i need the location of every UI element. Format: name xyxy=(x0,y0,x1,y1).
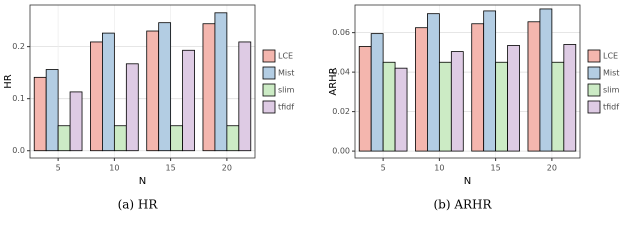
y-tick-label: 0.04 xyxy=(332,68,350,77)
bar xyxy=(358,46,372,152)
plot-border xyxy=(29,4,256,159)
plot-border xyxy=(354,4,581,159)
y-tick-label: 0.2 xyxy=(12,42,25,51)
bar xyxy=(182,49,195,152)
bar xyxy=(125,63,139,152)
bar xyxy=(202,23,216,152)
bar xyxy=(438,61,452,152)
y-tick-label: 0.06 xyxy=(332,28,350,37)
legend-label: LCE xyxy=(603,52,618,61)
y-axis-title: ARHR xyxy=(328,67,339,95)
x-tick-label: 5 xyxy=(56,164,61,173)
bar xyxy=(90,41,103,152)
y-tick-label: 0.02 xyxy=(332,107,350,116)
legend-label: LCE xyxy=(278,52,293,61)
x-tick-label: 10 xyxy=(434,164,444,173)
bar xyxy=(33,76,47,152)
legend-label: tfidf xyxy=(278,103,294,112)
bar xyxy=(527,21,541,152)
legend-swatch xyxy=(262,49,276,63)
x-tick-label: 20 xyxy=(222,164,232,173)
y-tick-label: 0.1 xyxy=(12,94,25,103)
bar xyxy=(69,91,83,152)
bar xyxy=(170,125,183,152)
caption: (a) HR xyxy=(118,198,159,212)
x-tick-label: 10 xyxy=(109,164,119,173)
legend-label: tfidf xyxy=(603,103,619,112)
bar xyxy=(238,41,252,152)
page: {"chart_data": [ {"type": "bar", "captio… xyxy=(3,4,620,212)
legend-swatch xyxy=(587,49,601,63)
bar xyxy=(427,13,440,152)
legend-label: slim xyxy=(278,86,295,95)
y-tick-label: 0.0 xyxy=(12,146,25,155)
bar xyxy=(539,8,553,152)
bar xyxy=(450,51,464,152)
figure: 0.0 0.1 0.2 5 10 15 20 N HR LCE Mist slim tfidf (a) H… xyxy=(3,4,620,212)
legend-swatch xyxy=(587,83,601,97)
x-axis-title: N xyxy=(464,176,471,187)
bar xyxy=(507,45,520,152)
legend-label: Mist xyxy=(603,69,619,78)
bar xyxy=(471,23,485,152)
bar xyxy=(563,44,577,152)
legend-swatch xyxy=(262,100,276,114)
bar xyxy=(214,12,228,152)
y-tick-label: 0.00 xyxy=(332,147,350,156)
bar xyxy=(57,125,71,152)
bar xyxy=(102,32,115,152)
bar xyxy=(226,125,240,152)
x-tick-label: 15 xyxy=(166,164,176,173)
y-axis-title: HR xyxy=(3,74,14,89)
caption: (b) ARHR xyxy=(433,198,492,212)
bar xyxy=(551,61,565,152)
bar xyxy=(146,30,160,152)
x-tick-label: 5 xyxy=(381,164,386,173)
x-tick-label: 20 xyxy=(547,164,557,173)
x-tick-label: 15 xyxy=(491,164,501,173)
legend-label: Mist xyxy=(278,69,294,78)
bar xyxy=(158,22,172,152)
legend-swatch xyxy=(262,66,276,80)
bar xyxy=(495,61,508,152)
bar xyxy=(483,10,497,152)
bar xyxy=(113,125,127,152)
bar xyxy=(370,33,384,152)
legend-swatch xyxy=(587,100,601,114)
legend-swatch xyxy=(262,83,276,97)
x-axis-title: N xyxy=(139,176,146,187)
legend-swatch xyxy=(587,66,601,80)
bar xyxy=(382,61,396,152)
bar xyxy=(415,27,428,152)
bar xyxy=(45,69,59,152)
bar xyxy=(394,67,408,152)
legend-label: slim xyxy=(603,86,620,95)
